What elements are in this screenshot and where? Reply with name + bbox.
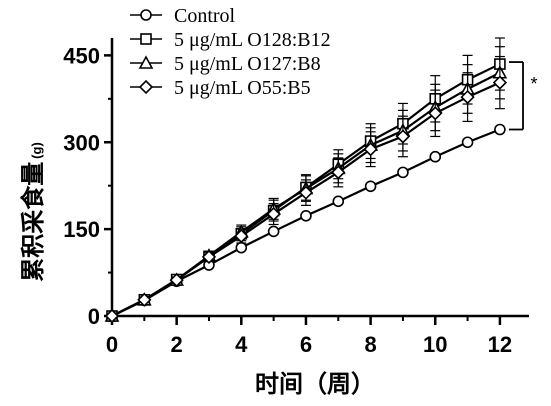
x-tick-label: 4 — [235, 332, 248, 357]
legend-entry: 5 μg/mL O128:B12 — [130, 29, 331, 51]
y-axis-title-main: 累积采食量 — [19, 162, 47, 282]
series-circle — [107, 125, 505, 321]
y-tick-label: 0 — [88, 304, 100, 329]
y-tick-label: 150 — [63, 217, 100, 242]
y-tick-label: 450 — [63, 43, 100, 68]
data-point — [430, 152, 440, 162]
legend: Control5 μg/mL O128:B125 μg/mL O127:B85 … — [130, 5, 331, 99]
x-axis-title: 时间（周） — [255, 370, 375, 398]
y-axis-title: 累积采食量 (g) — [19, 142, 47, 282]
x-tick-label: 12 — [488, 332, 512, 357]
data-point — [301, 211, 311, 221]
y-axis-title-unit: (g) — [29, 142, 44, 159]
legend-label: 5 μg/mL O55:B5 — [174, 77, 311, 99]
legend-entry: 5 μg/mL O127:B8 — [130, 53, 321, 75]
legend-label: 5 μg/mL O127:B8 — [174, 53, 321, 75]
significance-bracket: * — [509, 62, 538, 129]
data-point — [236, 243, 246, 253]
data-point — [495, 125, 505, 135]
legend-label: Control — [174, 5, 236, 27]
x-tick-label: 8 — [364, 332, 376, 357]
data-point — [398, 167, 408, 177]
x-tick-label: 6 — [300, 332, 312, 357]
y-tick-label: 300 — [63, 130, 100, 155]
data-point — [463, 137, 473, 147]
data-point — [269, 226, 279, 236]
data-point — [366, 181, 376, 191]
y-axis-title-group: 累积采食量 (g) — [19, 142, 47, 282]
legend-label: 5 μg/mL O128:B12 — [174, 29, 331, 51]
series-line — [112, 130, 500, 316]
x-tick-label: 10 — [423, 332, 447, 357]
legend-entry: Control — [130, 5, 236, 27]
x-tick-label: 0 — [106, 332, 118, 357]
significance-label: * — [530, 74, 537, 94]
legend-marker — [140, 81, 152, 93]
x-tick-label: 2 — [171, 332, 183, 357]
legend-marker — [141, 34, 151, 44]
legend-entry: 5 μg/mL O55:B5 — [130, 77, 311, 99]
legend-marker — [141, 10, 151, 20]
data-point — [333, 196, 343, 206]
